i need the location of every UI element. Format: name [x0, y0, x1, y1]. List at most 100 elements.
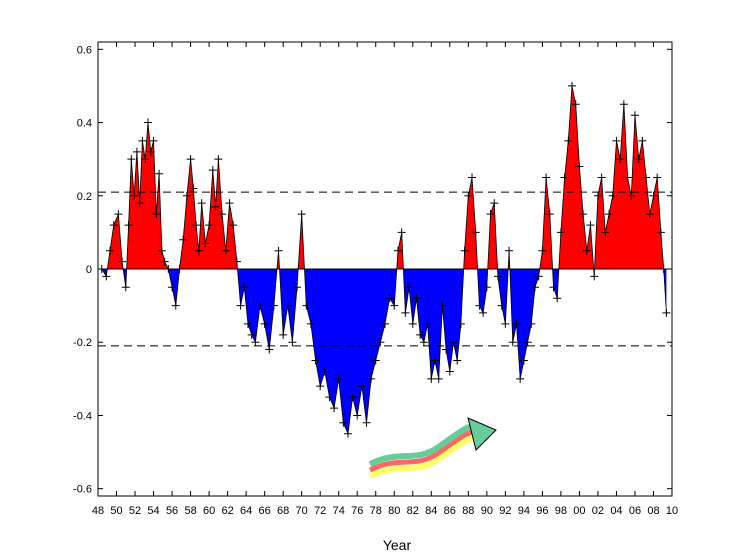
data-point-marker [357, 382, 366, 391]
x-tick-label: 86 [444, 505, 456, 517]
data-point-marker [427, 374, 436, 383]
data-point-marker [121, 283, 130, 292]
data-point-marker [155, 169, 164, 178]
data-point-marker [236, 301, 245, 310]
data-point-marker [479, 308, 488, 317]
data-point-marker [311, 356, 320, 365]
data-point-marker [194, 246, 203, 255]
data-point-marker [612, 136, 621, 145]
data-point-marker [545, 210, 554, 219]
data-point-marker [412, 294, 421, 303]
data-point-marker [516, 374, 525, 383]
data-point-marker [579, 210, 588, 219]
data-point-marker [449, 338, 458, 347]
x-tick-label: 72 [314, 505, 326, 517]
data-point-marker [408, 319, 417, 328]
data-point-marker [243, 319, 252, 328]
data-point-marker [265, 345, 274, 354]
data-point-marker [416, 330, 425, 339]
data-point-marker [582, 246, 591, 255]
data-point-marker [339, 418, 348, 427]
data-point-marker [397, 228, 406, 237]
data-point-marker [556, 228, 565, 237]
axes: -0.6 -0.4 -0.2 0 0.2 0.4 0.6 48 50 52 54 56 58 60 62 64… [73, 41, 678, 517]
data-point-marker [109, 221, 118, 230]
data-point-marker [401, 308, 410, 317]
data-point-marker [564, 136, 573, 145]
data-point-marker [192, 221, 201, 230]
x-tick-label: 08 [647, 505, 659, 517]
data-point-marker [293, 283, 302, 292]
data-point-marker [205, 221, 214, 230]
data-point-marker [168, 283, 177, 292]
data-point-marker [141, 155, 150, 164]
x-tick-label: 78 [370, 505, 382, 517]
data-point-marker [568, 81, 577, 90]
data-point-marker [256, 301, 265, 310]
data-point-marker [445, 367, 454, 376]
data-point-marker [269, 301, 278, 310]
data-point-marker [218, 210, 227, 219]
data-point-marker [160, 257, 169, 266]
data-point-marker [623, 173, 632, 182]
x-tick-label: 02 [592, 505, 604, 517]
data-point-marker [519, 356, 528, 365]
x-tick-label: 98 [555, 505, 567, 517]
data-point-marker [135, 199, 144, 208]
y-tick-label: 0 [86, 264, 92, 276]
x-tick-label: 94 [518, 505, 530, 517]
data-point-marker [482, 283, 491, 292]
data-point-marker [274, 246, 283, 255]
x-tick-label: 52 [129, 505, 141, 517]
data-point-marker [225, 199, 234, 208]
data-point-marker [627, 191, 636, 200]
data-point-marker [353, 411, 362, 420]
data-point-marker [390, 301, 399, 310]
y-tick-label: -0.2 [73, 337, 92, 349]
data-point-marker [534, 272, 543, 281]
data-point-marker [189, 184, 198, 193]
data-point-marker [138, 136, 147, 145]
data-point-marker [240, 283, 249, 292]
data-point-marker [645, 210, 654, 219]
data-point-marker [423, 319, 432, 328]
data-point-marker [486, 210, 495, 219]
data-point-marker [208, 166, 217, 175]
data-point-marker [334, 374, 343, 383]
x-tick-label: 00 [573, 505, 585, 517]
data-point-marker [201, 239, 210, 248]
data-point-marker [501, 319, 510, 328]
data-point-marker [251, 338, 260, 347]
y-tick-label: 0.2 [77, 191, 92, 203]
data-point-marker [171, 301, 180, 310]
data-point-marker [512, 319, 521, 328]
data-point-marker [597, 173, 606, 182]
data-point-marker [297, 210, 306, 219]
data-point-marker [179, 235, 188, 244]
data-point-marker [130, 191, 139, 200]
data-point-marker [601, 228, 610, 237]
y-tick-label: 0.6 [77, 44, 92, 56]
data-point-marker [288, 338, 297, 347]
data-point-marker [343, 429, 352, 438]
data-point-marker [616, 155, 625, 164]
plot-area [97, 81, 672, 438]
data-point-marker [593, 191, 602, 200]
data-point-marker [143, 118, 152, 127]
x-tick-label: 84 [425, 505, 437, 517]
data-point-marker [430, 356, 439, 365]
x-tick-label: 06 [629, 505, 641, 517]
data-point-marker [152, 210, 161, 219]
data-point-marker [508, 338, 517, 347]
x-tick-label: 64 [240, 505, 252, 517]
x-tick-label: 82 [407, 505, 419, 517]
data-point-marker [330, 404, 339, 413]
data-point-marker [376, 338, 385, 347]
data-point-marker [590, 272, 599, 281]
x-tick-label: 50 [110, 505, 122, 517]
data-point-marker [586, 221, 595, 230]
data-point-marker [464, 191, 473, 200]
data-point-marker [468, 173, 477, 182]
x-tick-label: 74 [333, 505, 345, 517]
x-tick-label: 66 [259, 505, 271, 517]
